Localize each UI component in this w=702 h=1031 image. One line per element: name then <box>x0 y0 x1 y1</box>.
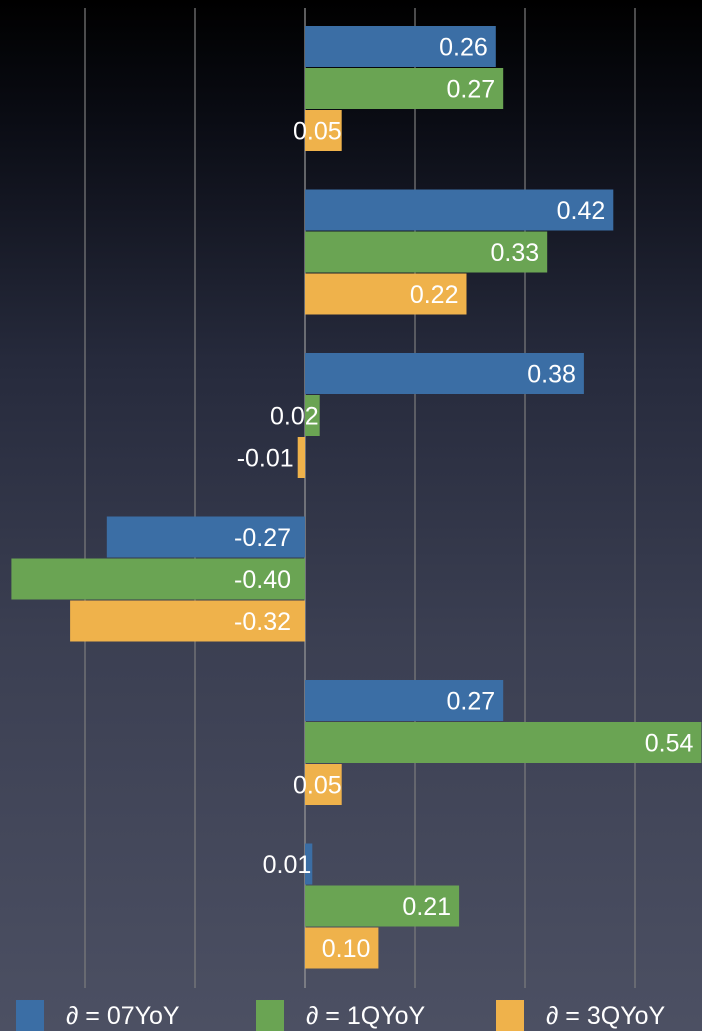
bar <box>305 927 379 969</box>
bar-value-label: -0.01 <box>237 445 294 473</box>
bar-value-label: 0.05 <box>293 772 342 800</box>
bar <box>106 516 305 558</box>
bar <box>305 353 584 394</box>
bar <box>305 68 504 109</box>
legend-label: ∂ = 3QYoY <box>546 1002 665 1030</box>
bar <box>305 722 702 763</box>
bar <box>305 680 504 721</box>
bar <box>305 843 313 885</box>
bar <box>11 558 306 600</box>
bar <box>297 437 305 478</box>
bar-value-label: -0.32 <box>234 608 291 636</box>
bar-value-label: 0.54 <box>645 730 694 758</box>
bar-value-label: -0.40 <box>234 566 291 594</box>
legend-label: ∂ = 07YoY <box>66 1002 180 1030</box>
bar <box>70 600 305 642</box>
bar <box>305 764 342 805</box>
legend-swatch <box>496 1000 524 1031</box>
bar-value-label: 0.26 <box>439 34 488 62</box>
bar-value-label: -0.27 <box>234 524 291 552</box>
bar <box>305 395 320 436</box>
legend-label: ∂ = 1QYoY <box>306 1002 425 1030</box>
bar <box>305 110 342 151</box>
bar-value-label: 0.21 <box>402 893 451 921</box>
bar <box>305 189 614 231</box>
bar-value-label: 0.02 <box>270 403 319 431</box>
bar-value-label: 0.27 <box>447 76 496 104</box>
bar <box>305 26 496 67</box>
bar <box>305 231 548 273</box>
bar <box>305 885 460 927</box>
bar-value-label: 0.10 <box>322 935 371 963</box>
bar <box>305 273 467 315</box>
bar-labels: 0.26 0.27 0.05 0.42 0.33 0.22 0.38 0.02 -0.01 -0.… <box>234 34 693 964</box>
bar-value-label: 0.22 <box>410 281 459 309</box>
bar-value-label: 0.05 <box>293 118 342 146</box>
grid-lines <box>84 8 636 988</box>
legend-swatch <box>256 1000 284 1031</box>
legend: ∂ = 07YoY ∂ = 1QYoY ∂ = 3QYoY <box>16 1000 665 1031</box>
bar-value-label: 0.42 <box>557 197 606 225</box>
bar-value-label: 0.38 <box>527 361 576 389</box>
bar-value-label: 0.01 <box>263 851 312 879</box>
bar-value-label: 0.27 <box>447 688 496 716</box>
bar-value-label: 0.33 <box>491 239 540 267</box>
legend-swatch <box>16 1000 44 1031</box>
bars <box>11 26 702 969</box>
